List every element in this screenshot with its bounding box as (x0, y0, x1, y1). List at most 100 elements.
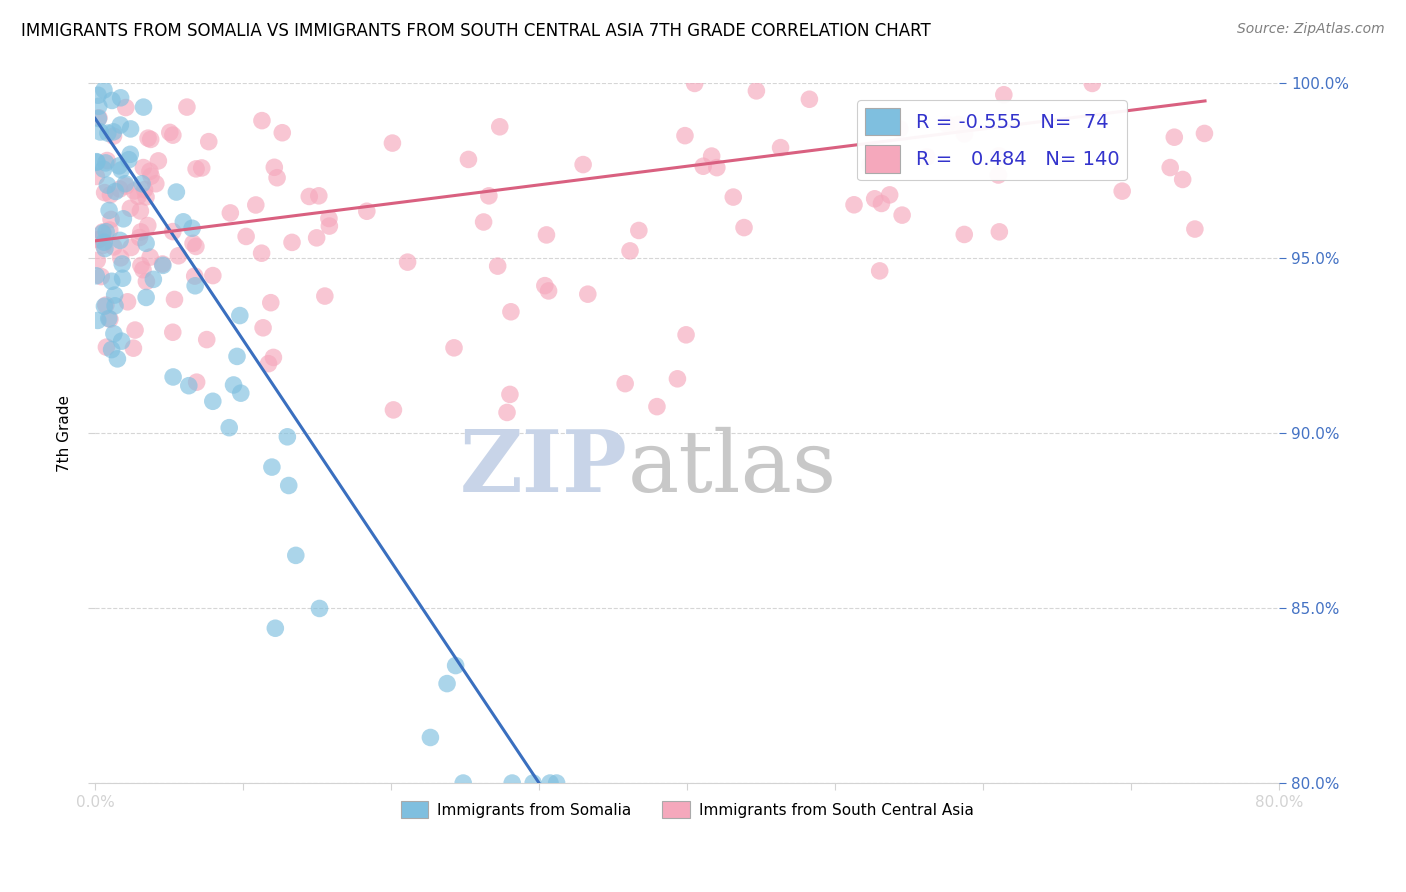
Point (229, 386, 252, 401)
Point (139, 250, 162, 264)
Point (111, 271, 134, 285)
Point (117, 294, 139, 309)
Point (120, 240, 142, 254)
Point (627, 223, 650, 237)
Point (266, 170, 288, 185)
Point (94, 225, 117, 239)
Point (87, 111, 110, 125)
Text: atlas: atlas (628, 426, 837, 510)
Point (87, 233, 110, 247)
Point (108, 233, 131, 247)
Point (683, 77, 706, 91)
Point (936, 117, 959, 131)
Point (162, 370, 184, 384)
Point (90, 269, 112, 284)
Point (131, 177, 153, 191)
Point (201, 268, 224, 283)
Point (305, 231, 328, 245)
Point (396, 255, 419, 269)
Point (733, 220, 755, 235)
Point (226, 350, 249, 364)
Point (308, 189, 330, 203)
Point (262, 351, 284, 365)
Point (488, 120, 510, 134)
Point (645, 400, 668, 414)
Point (103, 125, 125, 139)
Point (245, 198, 267, 212)
Point (129, 225, 152, 239)
Point (356, 204, 378, 219)
Point (1184, 222, 1206, 236)
Point (666, 372, 689, 386)
Point (993, 87, 1015, 102)
Point (263, 161, 285, 175)
Point (181, 236, 204, 251)
Point (87, 112, 110, 126)
Point (614, 376, 637, 391)
Point (534, 278, 557, 293)
Point (165, 185, 187, 199)
Point (499, 387, 522, 401)
Point (162, 225, 184, 239)
Point (889, 122, 911, 136)
Point (859, 158, 882, 172)
Point (1111, 184, 1133, 198)
Point (94, 156, 117, 170)
Point (135, 236, 157, 251)
Point (120, 122, 142, 136)
Point (706, 161, 728, 175)
Point (219, 206, 242, 220)
Point (120, 202, 142, 216)
Text: ZIP: ZIP (460, 426, 628, 510)
Point (100, 343, 122, 357)
Point (673, 128, 696, 143)
Point (93, 238, 115, 252)
Point (139, 169, 162, 184)
Point (499, 305, 522, 319)
Point (842, 198, 865, 212)
Point (108, 182, 131, 196)
Point (104, 299, 127, 313)
Point (129, 204, 152, 219)
Y-axis label: 7th Grade: 7th Grade (58, 395, 72, 472)
Point (264, 621, 287, 635)
Point (122, 341, 145, 355)
Point (124, 323, 146, 337)
Point (139, 164, 162, 178)
Point (277, 478, 299, 492)
Point (91, 226, 114, 240)
Point (915, 150, 938, 164)
Point (136, 219, 159, 233)
Point (314, 289, 336, 303)
Point (276, 430, 298, 444)
Point (284, 549, 307, 563)
Point (478, 189, 501, 203)
Point (107, 351, 129, 366)
Point (1081, 77, 1104, 91)
Point (260, 295, 283, 310)
Point (86, 169, 108, 184)
Point (443, 341, 465, 355)
Point (176, 100, 198, 114)
Point (98, 203, 121, 218)
Point (132, 161, 155, 175)
Point (135, 275, 157, 289)
Point (538, 776, 561, 790)
Point (132, 262, 155, 277)
Point (120, 147, 142, 161)
Point (94, 298, 117, 312)
Point (863, 192, 886, 206)
Point (222, 378, 245, 392)
Point (135, 290, 157, 304)
Point (252, 320, 274, 334)
Point (167, 249, 190, 263)
Point (118, 153, 141, 167)
Point (87, 232, 110, 246)
Point (318, 219, 340, 233)
Point (988, 225, 1011, 239)
Text: IMMIGRANTS FROM SOMALIA VS IMMIGRANTS FROM SOUTH CENTRAL ASIA 7TH GRADE CORRELAT: IMMIGRANTS FROM SOMALIA VS IMMIGRANTS FR… (21, 22, 931, 40)
Point (100, 212, 122, 227)
Point (108, 159, 131, 173)
Point (451, 776, 474, 790)
Point (96, 340, 118, 354)
